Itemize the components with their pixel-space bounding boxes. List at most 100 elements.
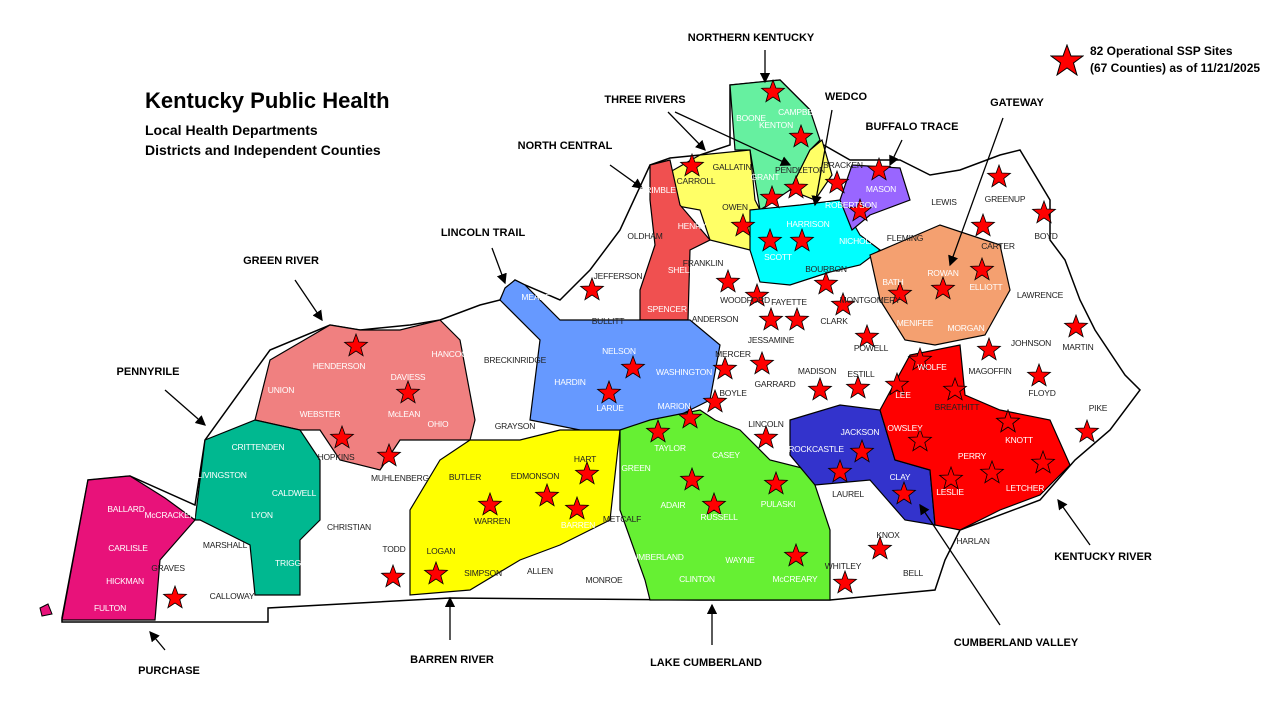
ssp-site-star-icon [1074,418,1100,443]
county-label: FRANKLIN [682,258,724,268]
legend: 82 Operational SSP Sites (67 Counties) a… [1090,43,1260,77]
ssp-site-star-icon [162,584,188,609]
map-subtitle-1: Local Health Departments [145,122,318,138]
county-label: HANCOCK [431,349,473,359]
county-label: GREENUP [984,194,1026,204]
ssp-site-star-icon [715,268,741,293]
ssp-site-star-icon [995,408,1021,433]
ssp-site-star-icon [423,560,449,585]
county-label: LIVINGSTON [197,470,247,480]
county-label: CARROLL [676,176,716,186]
ssp-site-star-icon [884,371,910,396]
county-label: LYON [251,510,273,520]
ssp-site-star-icon [757,227,783,252]
county-label: CUMBERLAND [626,552,684,562]
county-label: CHRISTIAN [326,522,372,532]
ssp-site-star-icon [784,306,810,331]
district-label: WEDCO [824,91,868,103]
county-label: WARREN [473,516,511,526]
district-region-lincoln-trail [499,279,721,436]
district-label: GREEN RIVER [243,255,319,267]
county-label: LEE [895,390,911,400]
county-label: KENTON [758,120,794,130]
county-label: FAYETTE [771,297,807,307]
county-label: CAMPBELL [778,107,822,117]
map-title: Kentucky Public Health [145,88,390,113]
district-region-purchase [61,475,196,621]
county-label: PERRY [957,451,987,461]
district-region-wedco [749,199,881,286]
district-label: NORTHERN KENTUCKY [687,32,815,44]
ssp-site-star-icon [1026,362,1052,387]
ssp-site-star-icon [579,276,605,301]
county-label: McCREARY [772,574,818,584]
county-label: CRITTENDEN [231,442,285,452]
district-arrow [919,503,1001,626]
district-arrow [294,279,323,322]
ssp-site-star-icon [477,491,503,516]
district-arrow [889,139,903,167]
district-arrow [811,109,833,207]
ssp-site-star-icon [744,282,770,307]
county-label: CARLISLE [108,543,148,553]
ssp-site-star-icon [866,156,892,181]
county-label: GARRARD [754,379,796,389]
ssp-site-star-icon [976,336,1002,361]
county-label: CLINTON [679,574,715,584]
ssp-site-star-icon [891,480,917,505]
district-label: LAKE CUMBERLAND [650,657,762,669]
ssp-site-star-icon [730,212,756,237]
county-label: MASON [865,184,897,194]
county-label: HICKMAN [106,576,144,586]
county-label: TAYLOR [654,443,686,453]
ssp-site-star-icon [832,569,858,594]
county-label: WEBSTER [299,409,341,419]
county-label: ROCKCASTLE [788,444,844,454]
county-label: GALLATIN [712,162,752,172]
county-label: MADISON [797,366,837,376]
ssp-site-star-icon [849,438,875,463]
county-label: RUSSELL [700,512,738,522]
ssp-site-star-icon [907,427,933,452]
county-label: MENIFEE [896,318,934,328]
county-label: PENDLETON [774,165,826,175]
county-label: HENRY [677,221,707,231]
county-label: GRAYSON [494,421,536,431]
ssp-site-star-icon [759,184,785,209]
county-label: SHELBY [667,265,701,275]
county-label: FLEMING [886,233,924,243]
county-label: JESSAMINE [747,335,795,345]
county-label: BALLARD [107,504,145,514]
ssp-site-star-icon [867,535,893,560]
district-label: LINCOLN TRAIL [440,227,526,239]
county-label: CALLOWAY [209,591,255,601]
county-label: ESTILL [847,369,875,379]
county-label: ELLIOTT [969,282,1003,292]
county-label: OHIO [427,419,449,429]
district-region-green-river [254,319,476,471]
county-label: LINCOLN [748,419,784,429]
district-arrow [674,111,792,166]
county-label: JEFFERSON [593,271,643,281]
ssp-site-star-icon [930,275,956,300]
county-label: PIKE [1088,403,1108,413]
ssp-site-star-icon [763,470,789,495]
county-label: LEWIS [931,197,957,207]
county-label: SIMPSON [464,568,502,578]
ssp-site-star-icon [758,306,784,331]
ssp-site-star-icon [329,424,355,449]
ssp-site-star-icon [783,542,809,567]
ssp-site-star-icon [760,78,786,103]
county-label: WASHINGTON [655,367,713,377]
county-label: FLOYD [1028,388,1056,398]
ssp-site-star-icon [753,424,779,449]
county-label: ROBERTSON [825,200,877,210]
ssp-site-star-icon [847,197,873,222]
district-arrow [948,117,1004,267]
county-label: McLEAN [387,409,421,419]
county-label: OLDHAM [627,231,663,241]
ssp-site-star-icon [596,379,622,404]
county-label: MORGAN [947,323,985,333]
county-label: MONTGOMERY [839,295,901,305]
ssp-site-star-icon [970,212,996,237]
